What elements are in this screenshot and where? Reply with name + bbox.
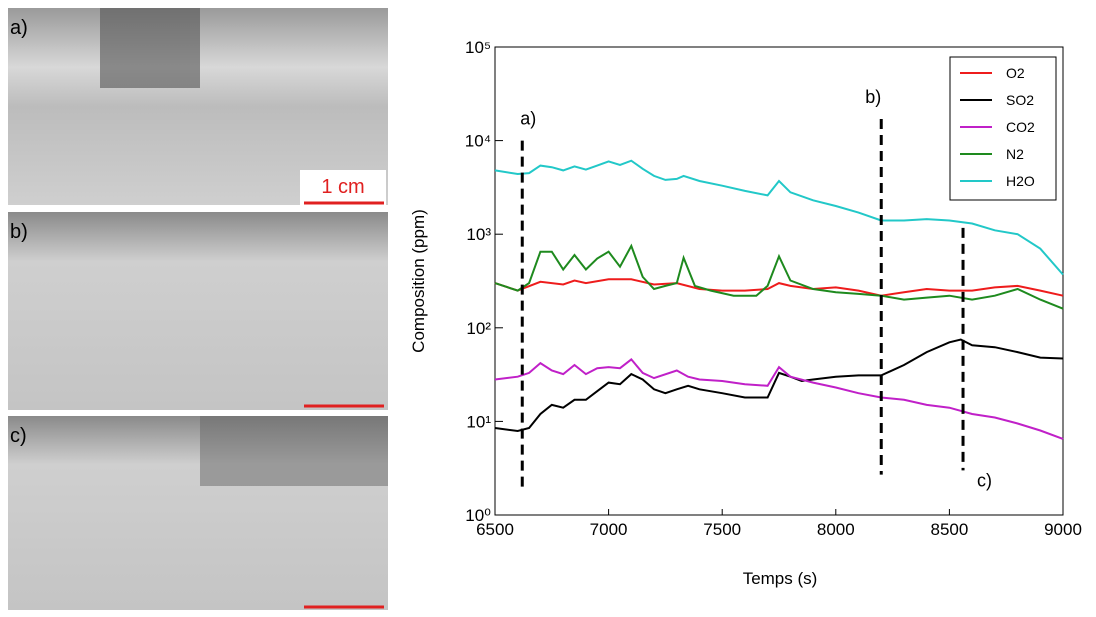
x-tick-label: 8500 (930, 520, 968, 539)
chart: Temps (s) Composition (ppm) 6500 7000 7500… (409, 38, 1082, 588)
x-tick-label: 7000 (590, 520, 628, 539)
annotation-label: a) (520, 109, 536, 129)
annotation-label: c) (977, 470, 992, 490)
y-tick-label: 10¹ (466, 412, 491, 431)
annotation-label: b) (865, 87, 881, 107)
panel-label: a) (10, 17, 28, 39)
series-line (494, 159, 1064, 276)
plot-area (494, 46, 1064, 516)
x-tick-label: 9000 (1044, 520, 1082, 539)
panel-label: c) (10, 425, 27, 447)
panel-label: b) (10, 221, 28, 243)
x-tick-label: 7500 (703, 520, 741, 539)
y-tick-label: 10⁵ (465, 38, 491, 57)
photo-b (8, 212, 388, 410)
series-line (494, 243, 1064, 310)
series-line (494, 278, 1064, 297)
y-tick-label: 10³ (466, 225, 491, 244)
legend-label: H2O (1006, 173, 1035, 189)
y-tick-label: 10⁴ (465, 132, 491, 151)
legend-label: O2 (1006, 65, 1025, 81)
x-axis-label: Temps (s) (743, 569, 818, 588)
legend-label: CO2 (1006, 119, 1035, 135)
y-axis-label: Composition (ppm) (409, 209, 428, 353)
legend-label: N2 (1006, 146, 1024, 162)
y-tick-label: 10⁰ (465, 506, 491, 525)
x-tick-label: 6500 (476, 520, 514, 539)
legend-label: SO2 (1006, 92, 1034, 108)
y-tick-label: 10² (466, 319, 491, 338)
series-line (494, 338, 1064, 433)
legend-box (949, 56, 1057, 201)
scale-bg (300, 170, 386, 205)
series-line (494, 358, 1064, 440)
scale-label: 1 cm (321, 176, 364, 198)
photo-shade (200, 416, 388, 486)
photo-shade (100, 8, 200, 88)
x-tick-label: 8000 (817, 520, 855, 539)
photo-panels: a) b) c) 1 cm (8, 8, 388, 610)
